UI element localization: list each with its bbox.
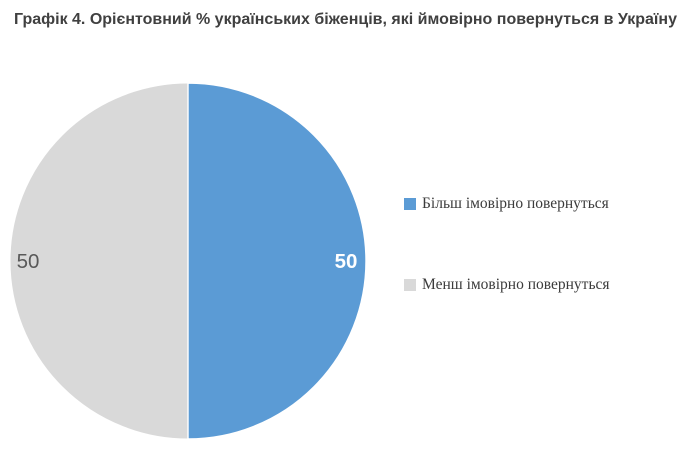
svg-text:50: 50	[335, 250, 358, 273]
svg-text:50: 50	[17, 250, 40, 273]
